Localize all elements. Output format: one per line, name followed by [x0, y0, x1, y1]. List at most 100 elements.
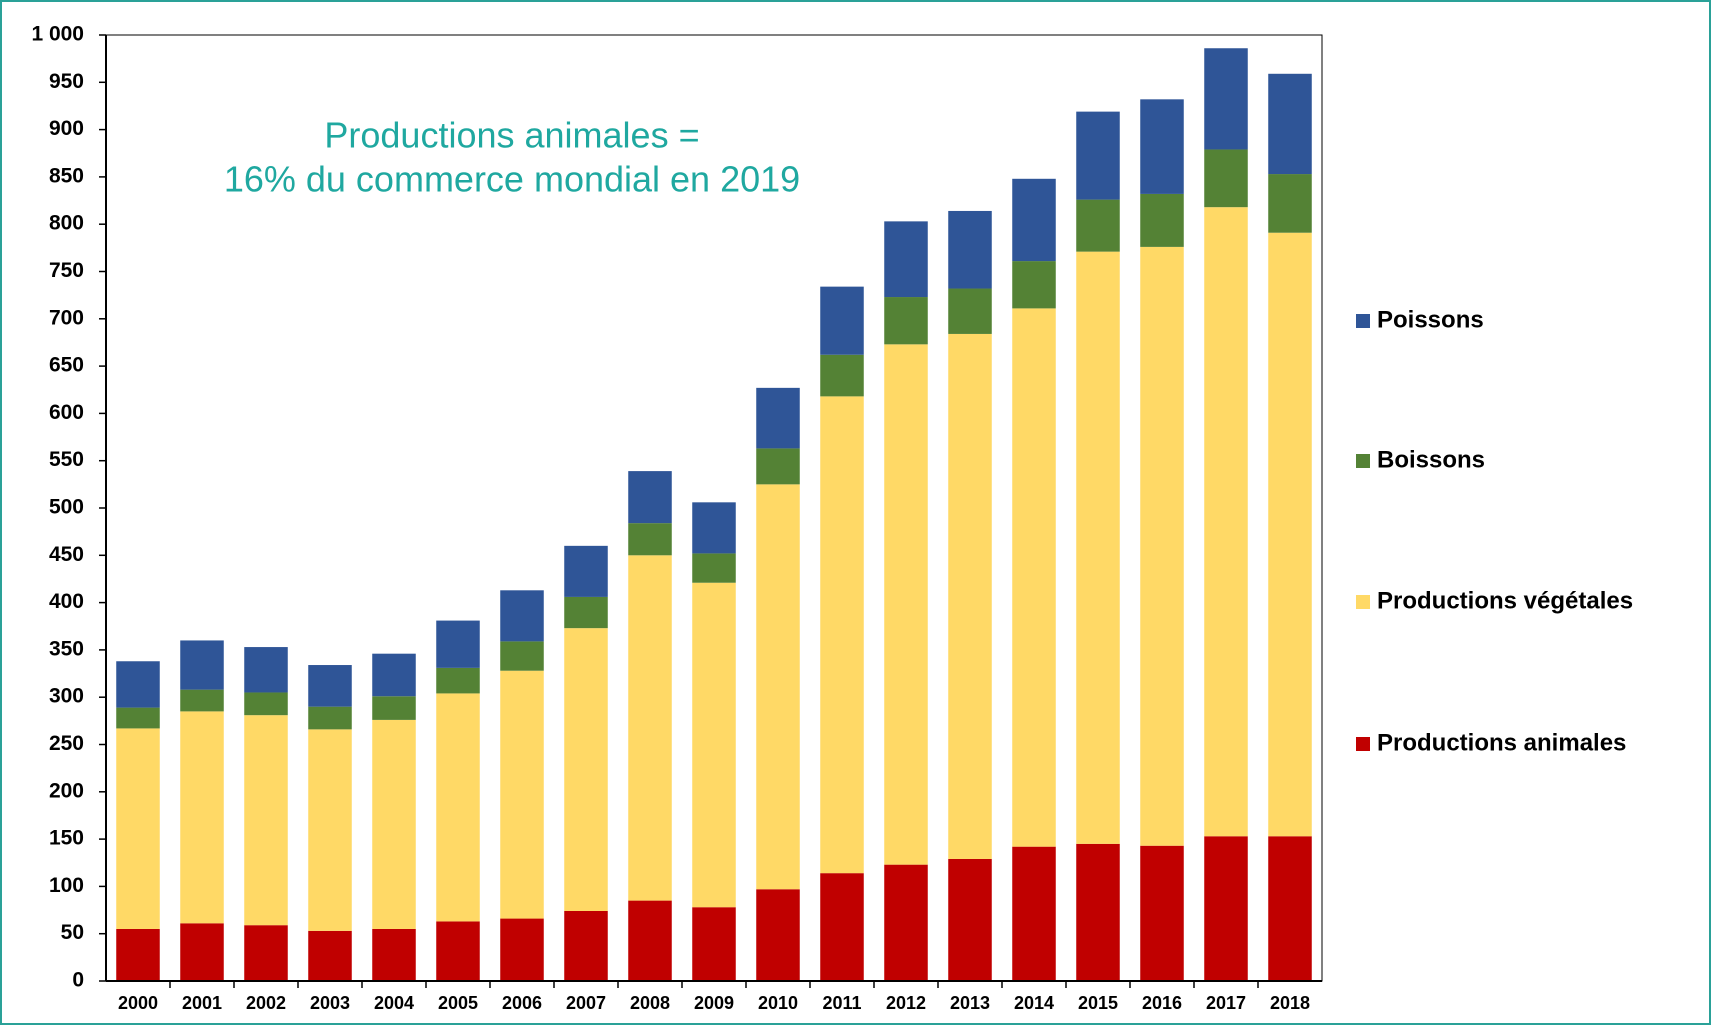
y-tick-label: 350	[49, 637, 84, 660]
x-tick-label: 2002	[246, 993, 286, 1013]
bar-segment	[308, 665, 352, 707]
y-tick-label: 700	[49, 306, 84, 329]
y-tick-label: 50	[61, 921, 84, 944]
bar-segment	[244, 925, 288, 981]
bar-segment	[372, 653, 416, 697]
bar-segment	[1076, 111, 1120, 200]
bar-segment	[500, 590, 544, 642]
x-tick-label: 2013	[950, 993, 990, 1013]
x-tick-label: 2012	[886, 993, 926, 1013]
bar-segment	[436, 620, 480, 668]
x-tick-label: 2014	[1014, 993, 1054, 1013]
bar-segment	[628, 471, 672, 524]
bar-segment	[180, 640, 224, 690]
bar-segment	[628, 523, 672, 556]
y-tick-label: 800	[49, 212, 84, 235]
y-tick-label: 300	[49, 685, 84, 708]
bar-segment	[1012, 178, 1056, 262]
bar-segment	[1012, 846, 1056, 981]
bar-segment	[500, 918, 544, 981]
bar-segment	[244, 647, 288, 693]
bar-segment	[884, 344, 928, 865]
y-tick-label: 900	[49, 117, 84, 140]
bar-segment	[1140, 99, 1184, 194]
x-tick-label: 2015	[1078, 993, 1118, 1013]
bar-segment	[692, 553, 736, 583]
y-tick-label: 100	[49, 874, 84, 897]
bar-segment	[692, 907, 736, 981]
y-tick-label: 650	[49, 354, 84, 377]
bar-segment	[500, 670, 544, 919]
bar-segment	[180, 711, 224, 924]
bar-segment	[1204, 48, 1248, 150]
bar-segment	[1268, 836, 1312, 981]
bar-segment	[1140, 193, 1184, 247]
bar-segment	[244, 692, 288, 716]
bar-segment	[948, 333, 992, 859]
bar-segment	[564, 596, 608, 629]
bar-segment	[948, 288, 992, 334]
bar-segment	[308, 729, 352, 931]
bar-segment	[436, 693, 480, 922]
y-tick-label: 500	[49, 496, 84, 519]
legend-label: Boissons	[1377, 446, 1485, 473]
bar-segment	[116, 707, 160, 729]
bar-segment	[884, 297, 928, 345]
x-tick-label: 2009	[694, 993, 734, 1013]
bar-segment	[1268, 174, 1312, 233]
bar-segment	[1076, 199, 1120, 252]
x-tick-label: 2011	[822, 993, 861, 1013]
bar-segment	[692, 582, 736, 908]
legend-label: Productions animales	[1377, 729, 1626, 756]
bar-segment	[1268, 73, 1312, 175]
bar-segment	[1140, 246, 1184, 846]
x-tick-label: 2008	[630, 993, 670, 1013]
bar-segment	[756, 387, 800, 449]
y-tick-label: 600	[49, 401, 84, 424]
x-tick-label: 2004	[374, 993, 414, 1013]
bar-segment	[692, 502, 736, 554]
x-tick-label: 2010	[758, 993, 798, 1013]
x-tick-label: 2016	[1142, 993, 1182, 1013]
x-tick-label: 2000	[118, 993, 158, 1013]
bar-segment	[116, 928, 160, 981]
y-tick-label: 250	[49, 732, 84, 755]
bar-segment	[180, 923, 224, 981]
y-tick-label: 950	[49, 70, 84, 93]
bar-segment	[1076, 843, 1120, 981]
annotation: 16% du commerce mondial en 2019	[224, 159, 800, 200]
legend-label: Productions végétales	[1377, 587, 1633, 614]
y-tick-label: 1 000	[31, 23, 84, 46]
bar-segment	[1204, 836, 1248, 981]
legend-swatch	[1356, 314, 1370, 328]
annotation: Productions animales =	[324, 115, 699, 156]
y-tick-label: 150	[49, 827, 84, 850]
bar-segment	[948, 210, 992, 289]
bar-segment	[500, 641, 544, 671]
bar-segment	[884, 221, 928, 298]
bar-segment	[564, 545, 608, 597]
bar-segment	[436, 667, 480, 694]
bar-segment	[372, 719, 416, 929]
bar-segment	[884, 864, 928, 981]
y-tick-label: 200	[49, 779, 84, 802]
bar-segment	[820, 873, 864, 981]
y-tick-label: 550	[49, 448, 84, 471]
bar-segment	[820, 354, 864, 397]
bar-segment	[308, 706, 352, 730]
bar-segment	[564, 628, 608, 911]
legend-swatch	[1356, 595, 1370, 609]
bar-segment	[628, 555, 672, 901]
bar-segment	[756, 484, 800, 890]
bar-segment	[948, 858, 992, 981]
x-tick-label: 2001	[182, 993, 222, 1013]
bar-segment	[628, 900, 672, 981]
bar-segment	[116, 661, 160, 708]
bar-segment	[1076, 251, 1120, 844]
bar-segment	[116, 728, 160, 929]
bar-segment	[564, 910, 608, 981]
x-tick-label: 2006	[502, 993, 542, 1013]
legend-swatch	[1356, 737, 1370, 751]
y-tick-label: 750	[49, 259, 84, 282]
